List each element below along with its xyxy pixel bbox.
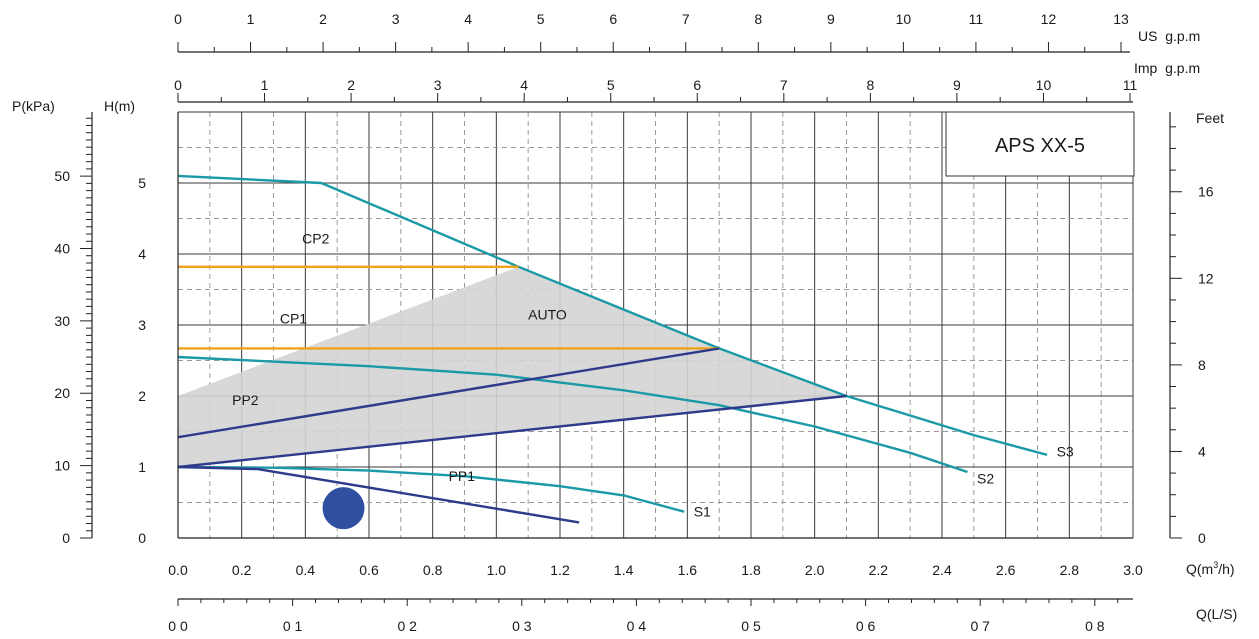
curve-label-pp2: PP2: [232, 392, 259, 408]
x-tick-label-m3h: 1.4: [614, 562, 634, 578]
series-lines: [177, 174, 1048, 524]
head-axis-label: H(m): [104, 98, 135, 114]
auto-region-label: AUTO: [528, 306, 567, 322]
x-tick-label-impgpm: 0: [174, 77, 182, 93]
x-tick-label-m3h: 1.0: [487, 562, 507, 578]
us-gpm-axis-label: US g.p.m: [1138, 28, 1200, 44]
series-pp1: [177, 394, 847, 469]
x-tick-label-impgpm: 11: [1123, 77, 1138, 93]
x-tick-label-ls: 0 3: [512, 618, 532, 634]
x-tick-label-m3h: 0.8: [423, 562, 443, 578]
x-tick-label-usgpm: 0: [174, 11, 182, 27]
x-tick-label-m3h: 2.6: [996, 562, 1016, 578]
x-tick-label-impgpm: 1: [261, 77, 269, 93]
x-tick-label-impgpm: 6: [693, 77, 701, 93]
x-tick-label-impgpm: 5: [607, 77, 615, 93]
x-tick-label-m3h: 1.8: [741, 562, 761, 578]
y-tick-label-head: 1: [138, 459, 146, 475]
x-tick-label-m3h: 2.2: [869, 562, 889, 578]
x-tick-label-m3h: 2.0: [805, 562, 825, 578]
title-box: APS XX-5: [945, 111, 1135, 177]
x-tick-label-m3h: 2.4: [932, 562, 952, 578]
x-tick-label-m3h: 2.8: [1060, 562, 1080, 578]
x-tick-label-usgpm: 11: [969, 11, 984, 27]
x-tick-label-ls: 0 6: [856, 618, 876, 634]
y-tick-label-feet: 16: [1198, 184, 1214, 200]
x-tick-label-m3h: 0.6: [359, 562, 379, 578]
x-tick-label-usgpm: 2: [319, 11, 327, 27]
x-tick-label-usgpm: 1: [247, 11, 255, 27]
axes: 0.0 0.2 0.4 0.6 0.8 1.0 1.2 1.4 1.6 1.8 2.0 2.2 2.4 2…: [54, 11, 1213, 634]
y-tick-label-kpa: 50: [54, 168, 70, 184]
flow-ls-axis-label: Q(L/S): [1196, 606, 1237, 622]
series-s1: [177, 465, 685, 513]
y-tick-label-head: 3: [138, 317, 146, 333]
x-tick-label-usgpm: 12: [1041, 11, 1057, 27]
x-tick-label-usgpm: 4: [464, 11, 472, 27]
x-tick-label-impgpm: 3: [434, 77, 442, 93]
y-tick-label-kpa: 0: [62, 530, 70, 546]
x-tick-label-ls: 0 8: [1085, 618, 1105, 634]
moon-icon: [322, 487, 365, 530]
x-tick-label-usgpm: 13: [1113, 11, 1129, 27]
y-tick-label-head: 2: [138, 388, 146, 404]
x-tick-label-ls: 0 4: [627, 618, 647, 634]
x-tick-label-ls: 0 0: [168, 618, 188, 634]
x-tick-label-impgpm: 7: [780, 77, 788, 93]
series-night-mode: [177, 465, 580, 524]
x-tick-label-usgpm: 9: [827, 11, 835, 27]
x-tick-label-usgpm: 3: [392, 11, 400, 27]
series-s2: [177, 355, 968, 474]
x-tick-label-usgpm: 7: [682, 11, 690, 27]
kpa-axis-label: P(kPa): [12, 98, 55, 114]
y-tick-label-feet: 4: [1198, 443, 1206, 459]
moon-icon-disc: [322, 487, 365, 530]
x-tick-label-impgpm: 8: [866, 77, 874, 93]
x-tick-label-impgpm: 10: [1036, 77, 1052, 93]
x-tick-label-m3h: 0.0: [168, 562, 188, 578]
x-tick-label-m3h: 1.2: [550, 562, 570, 578]
y-tick-label-head: 5: [138, 175, 146, 191]
x-tick-label-m3h: 3.0: [1123, 562, 1143, 578]
x-tick-label-usgpm: 8: [754, 11, 762, 27]
y-tick-label-kpa: 10: [54, 458, 70, 474]
curve-label-cp1: CP1: [280, 311, 307, 327]
curve-label-s3: S3: [1057, 443, 1074, 459]
x-tick-label-usgpm: 6: [609, 11, 617, 27]
feet-axis-label: Feet: [1196, 110, 1224, 126]
y-tick-label-kpa: 20: [54, 385, 70, 401]
curve-label-pp1: PP1: [449, 468, 476, 484]
curve-label-s2: S2: [977, 470, 994, 486]
imp-gpm-axis-label: Imp g.p.m: [1134, 60, 1200, 76]
x-tick-label-m3h: 1.6: [678, 562, 698, 578]
flow-m3h-axis-label: Q(m3/h): [1186, 560, 1235, 577]
chart-title: APS XX-5: [995, 135, 1085, 157]
y-tick-label-head: 4: [138, 246, 146, 262]
x-tick-label-usgpm: 5: [537, 11, 545, 27]
x-tick-label-ls: 0 7: [970, 618, 990, 634]
auto-region-fill: [178, 266, 847, 467]
curve-labels: S3 S2 S1 CP2 CP1 PP2 PP1 AUTO: [232, 230, 1074, 530]
curve-label-cp2: CP2: [302, 230, 329, 246]
x-tick-label-ls: 0 5: [741, 618, 761, 634]
x-tick-label-usgpm: 10: [896, 11, 912, 27]
x-tick-label-impgpm: 2: [347, 77, 355, 93]
y-tick-label-head: 0: [138, 530, 146, 546]
y-tick-label-kpa: 30: [54, 313, 70, 329]
auto-region: [178, 266, 847, 467]
y-tick-label-feet: 0: [1198, 530, 1206, 546]
y-tick-label-kpa: 40: [54, 240, 70, 256]
y-tick-label-feet: 12: [1198, 270, 1214, 286]
x-tick-label-m3h: 0.4: [296, 562, 316, 578]
x-tick-label-ls: 0 2: [397, 618, 417, 634]
x-tick-label-impgpm: 4: [520, 77, 528, 93]
curve-label-s1: S1: [694, 504, 711, 520]
x-tick-label-m3h: 0.2: [232, 562, 252, 578]
x-tick-label-impgpm: 9: [953, 77, 961, 93]
y-tick-label-feet: 8: [1198, 357, 1206, 373]
x-tick-label-ls: 0 1: [283, 618, 303, 634]
series-pp2: [177, 347, 720, 439]
